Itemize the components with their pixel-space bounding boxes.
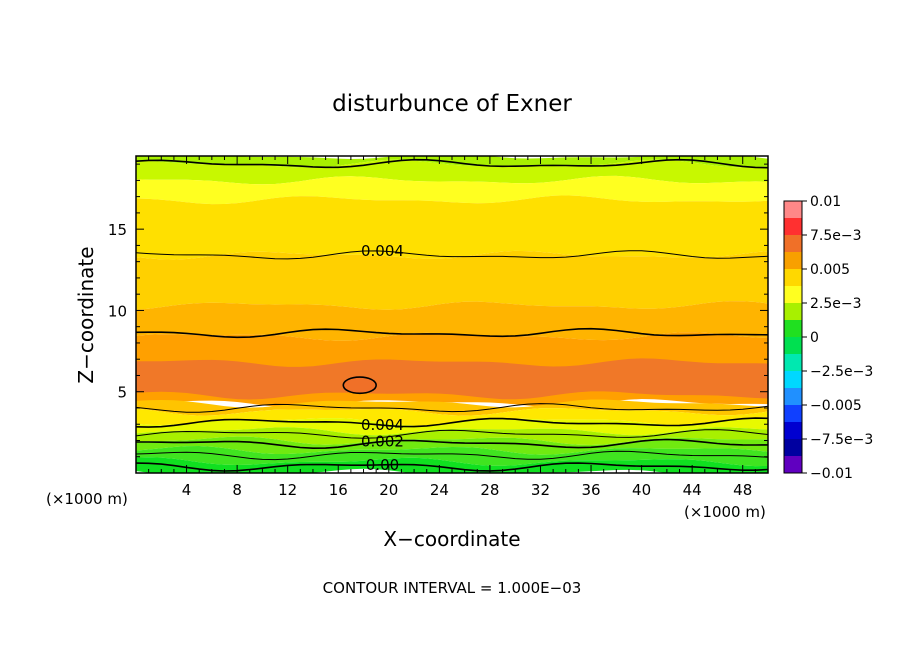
y-tick-label: 10 xyxy=(108,302,127,320)
chart-title: disturbunce of Exner xyxy=(332,91,572,117)
contour-label: 0.002 xyxy=(361,433,404,451)
x-tick-label: 48 xyxy=(733,481,752,499)
contour-label: 0.00 xyxy=(366,456,399,474)
x-unit-left: (×1000 m) xyxy=(46,490,128,508)
colorbar: 0.01 7.5e−3 0.005 2.5e−3 0 −2.5e−3 −0.005 −7.5e… xyxy=(783,194,873,482)
colorbar-swatch xyxy=(784,456,802,474)
x-tick-label: 36 xyxy=(581,481,600,499)
y-tick-label: 5 xyxy=(117,384,127,402)
contour-band xyxy=(136,446,768,467)
contour-band xyxy=(136,399,768,416)
colorbar-swatch xyxy=(784,320,802,338)
colorbar-swatch xyxy=(784,252,802,270)
contour-band xyxy=(136,408,768,426)
contour-line xyxy=(136,327,768,339)
colorbar-tick-label: −7.5e−3 xyxy=(810,432,873,448)
y-axis-label: Z−coordinate xyxy=(74,246,98,383)
contour-band xyxy=(136,175,768,205)
contour-line xyxy=(136,438,768,450)
x-axis-ticks: 4 8 12 16 20 24 28 32 36 40 44 48 xyxy=(148,156,756,499)
contour-line xyxy=(136,403,768,413)
contour-interval-note: CONTOUR INTERVAL = 1.000E−03 xyxy=(323,579,582,597)
colorbar-swatch xyxy=(784,371,802,389)
filled-contour-bands xyxy=(136,156,768,473)
colorbar-tick-label: 0 xyxy=(810,330,819,346)
contour-line xyxy=(136,250,768,260)
x-tick-label: 32 xyxy=(531,481,550,499)
colorbar-swatch xyxy=(784,388,802,406)
x-tick-label: 28 xyxy=(480,481,499,499)
contour-band xyxy=(136,358,768,400)
colorbar-swatch xyxy=(784,303,802,321)
colorbar-tick-label: 2.5e−3 xyxy=(810,296,862,312)
contour-label: 0.004 xyxy=(361,416,404,434)
contour-line xyxy=(136,450,768,461)
contour-line xyxy=(136,417,768,428)
colorbar-tick-label: −0.01 xyxy=(810,466,853,482)
contour-lines xyxy=(136,158,768,472)
x-tick-label: 12 xyxy=(278,481,297,499)
contour-line xyxy=(136,158,768,169)
contour-band xyxy=(136,436,768,455)
contour-band xyxy=(136,457,768,473)
closed-contour xyxy=(342,376,377,395)
x-tick-label: 44 xyxy=(683,481,702,499)
colorbar-tick-label: −0.005 xyxy=(810,398,862,414)
colorbar-swatch xyxy=(784,201,802,219)
x-tick-label: 20 xyxy=(379,481,398,499)
colorbar-swatch xyxy=(784,337,802,355)
x-tick-label: 16 xyxy=(329,481,348,499)
contour-line xyxy=(136,462,768,472)
contour-band xyxy=(136,250,768,310)
colorbar-swatch xyxy=(784,422,802,440)
x-tick-label: 8 xyxy=(232,481,242,499)
colorbar-swatch xyxy=(784,235,802,253)
x-tick-label: 4 xyxy=(182,481,192,499)
colorbar-swatch xyxy=(784,218,802,236)
colorbar-swatch xyxy=(784,286,802,304)
x-unit-right: (×1000 m) xyxy=(684,503,766,521)
x-tick-label: 24 xyxy=(430,481,449,499)
colorbar-tick-label: 7.5e−3 xyxy=(810,228,862,244)
colorbar-swatch xyxy=(784,354,802,372)
contour-line xyxy=(136,429,768,439)
y-tick-label: 15 xyxy=(108,221,127,239)
colorbar-tick-label: −2.5e−3 xyxy=(810,364,873,380)
x-axis-label: X−coordinate xyxy=(383,527,520,551)
colorbar-swatch xyxy=(784,405,802,423)
colorbar-swatch xyxy=(784,439,802,457)
colorbar-tick-label: 0.01 xyxy=(810,194,841,210)
x-tick-label: 40 xyxy=(632,481,651,499)
colorbar-tick-label: 0.005 xyxy=(810,262,850,278)
contour-label: 0.004 xyxy=(361,242,404,260)
contour-band xyxy=(136,427,768,445)
colorbar-swatch xyxy=(784,269,802,287)
y-axis-ticks: 5 10 15 xyxy=(108,163,768,458)
contour-band xyxy=(136,195,768,260)
